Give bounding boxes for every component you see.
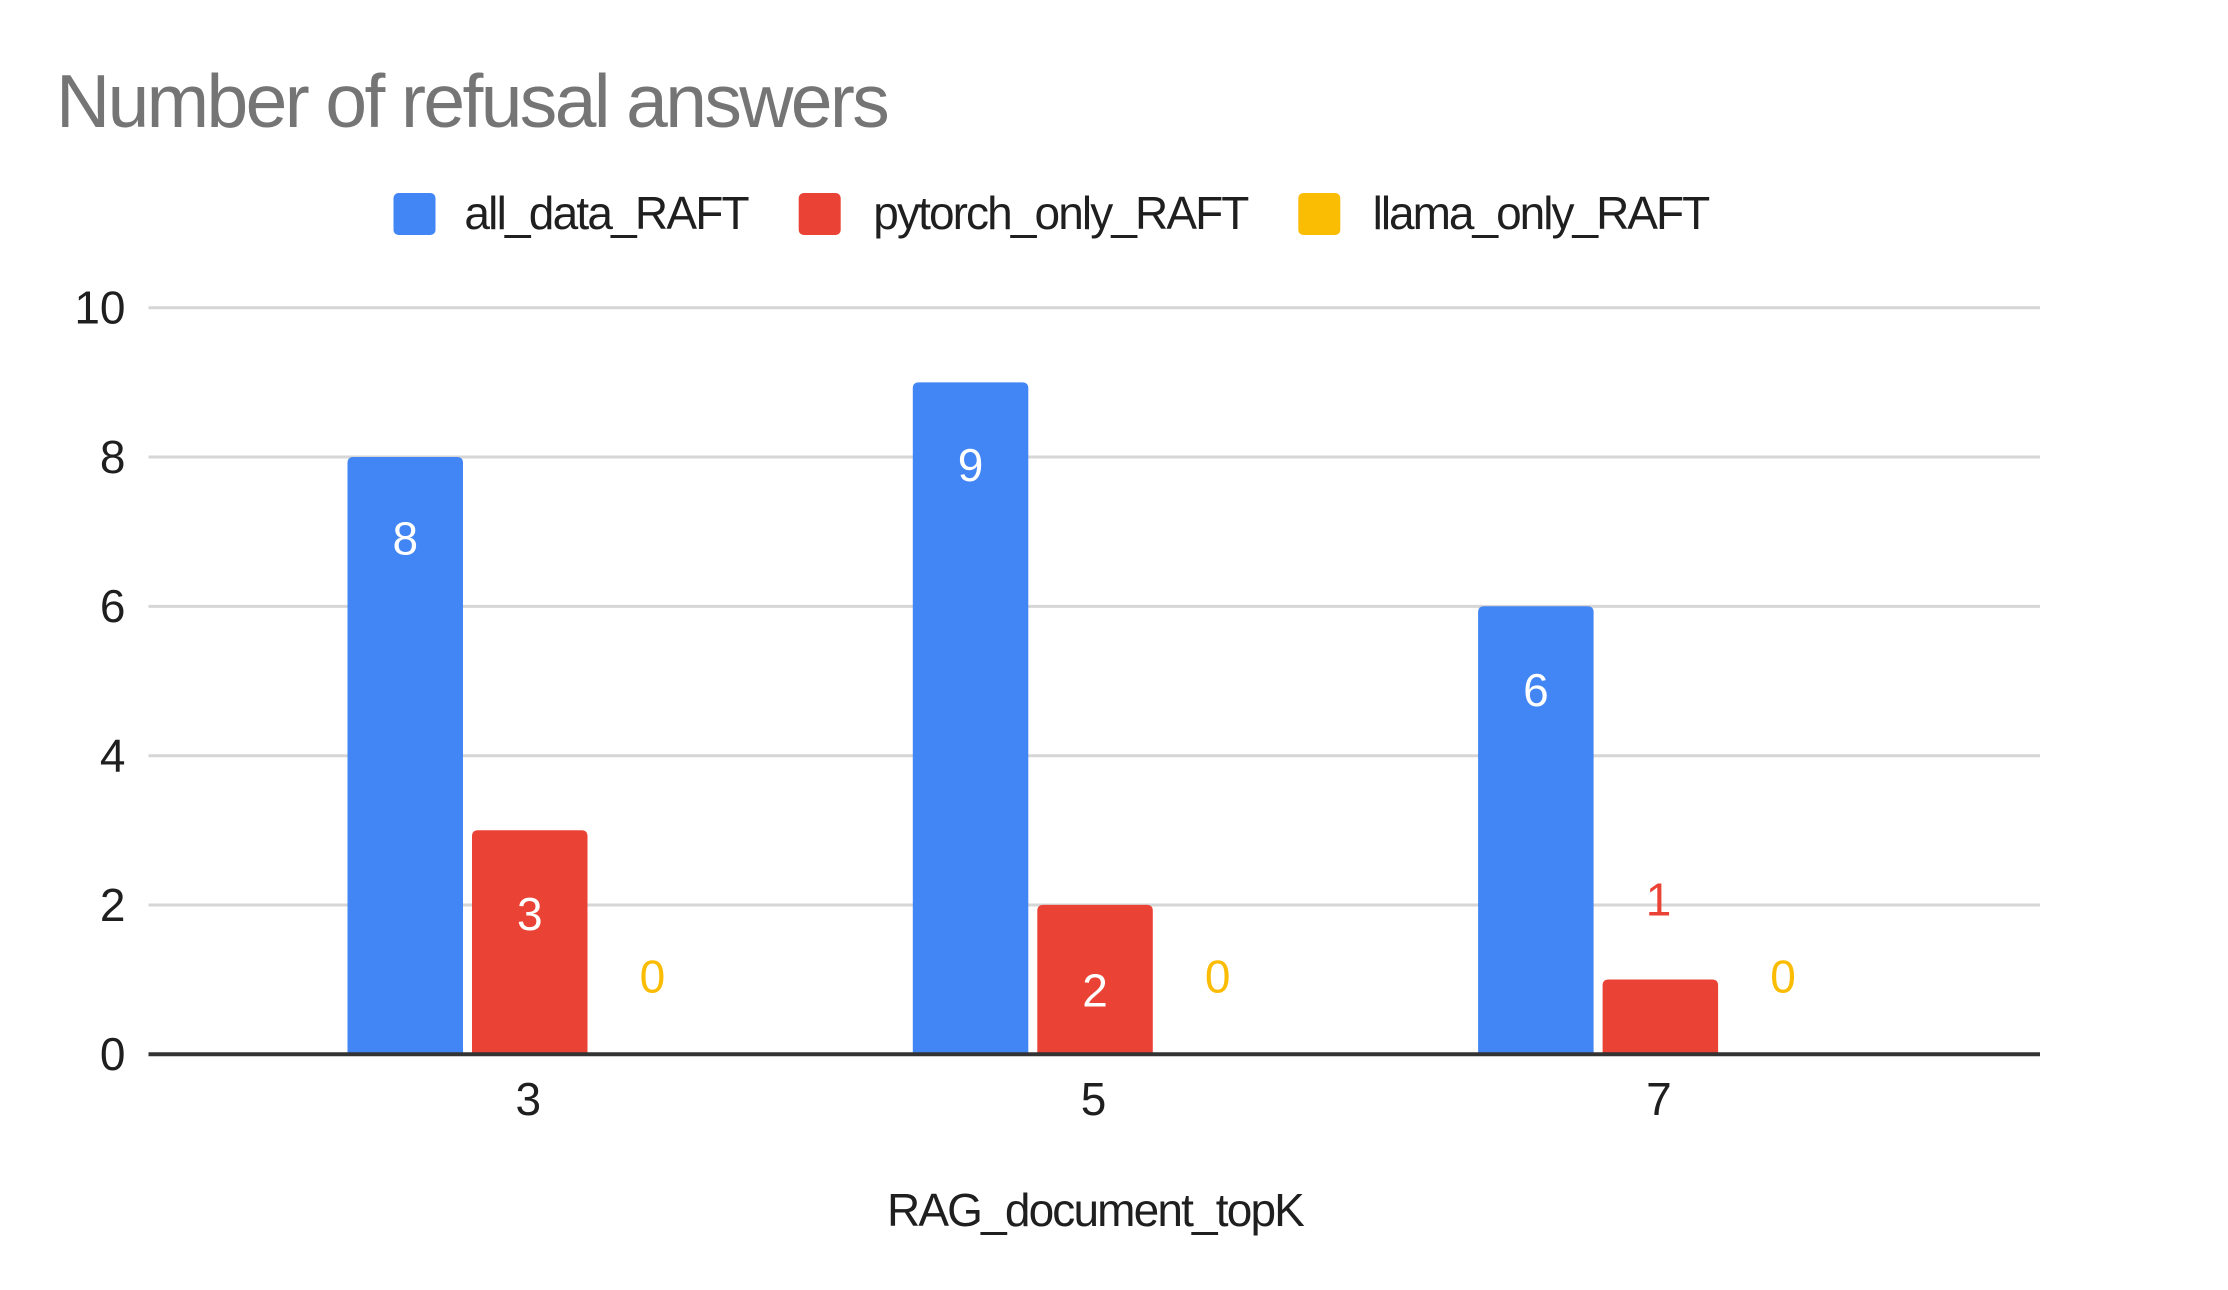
svg-text:10: 10: [74, 282, 125, 334]
svg-text:2: 2: [100, 879, 126, 931]
svg-text:2: 2: [1082, 965, 1108, 1017]
svg-text:llama_only_RAFT: llama_only_RAFT: [1373, 187, 1710, 239]
svg-text:pytorch_only_RAFT: pytorch_only_RAFT: [873, 187, 1249, 239]
svg-text:8: 8: [100, 431, 126, 483]
svg-text:6: 6: [1523, 664, 1549, 716]
svg-text:9: 9: [958, 439, 984, 491]
svg-text:RAG_document_topK: RAG_document_topK: [887, 1184, 1305, 1236]
svg-text:5: 5: [1081, 1073, 1107, 1125]
svg-text:1: 1: [1646, 873, 1672, 925]
svg-text:0: 0: [1770, 950, 1796, 1002]
svg-text:4: 4: [100, 730, 126, 782]
svg-text:3: 3: [516, 1073, 542, 1125]
svg-text:Number of refusal answers: Number of refusal answers: [56, 59, 887, 143]
svg-text:0: 0: [1205, 950, 1231, 1002]
svg-text:8: 8: [393, 513, 419, 565]
svg-text:0: 0: [100, 1028, 126, 1080]
svg-text:7: 7: [1646, 1073, 1672, 1125]
svg-text:3: 3: [517, 888, 543, 940]
svg-text:6: 6: [100, 580, 126, 632]
svg-text:all_data_RAFT: all_data_RAFT: [464, 187, 749, 239]
svg-text:0: 0: [640, 950, 666, 1002]
